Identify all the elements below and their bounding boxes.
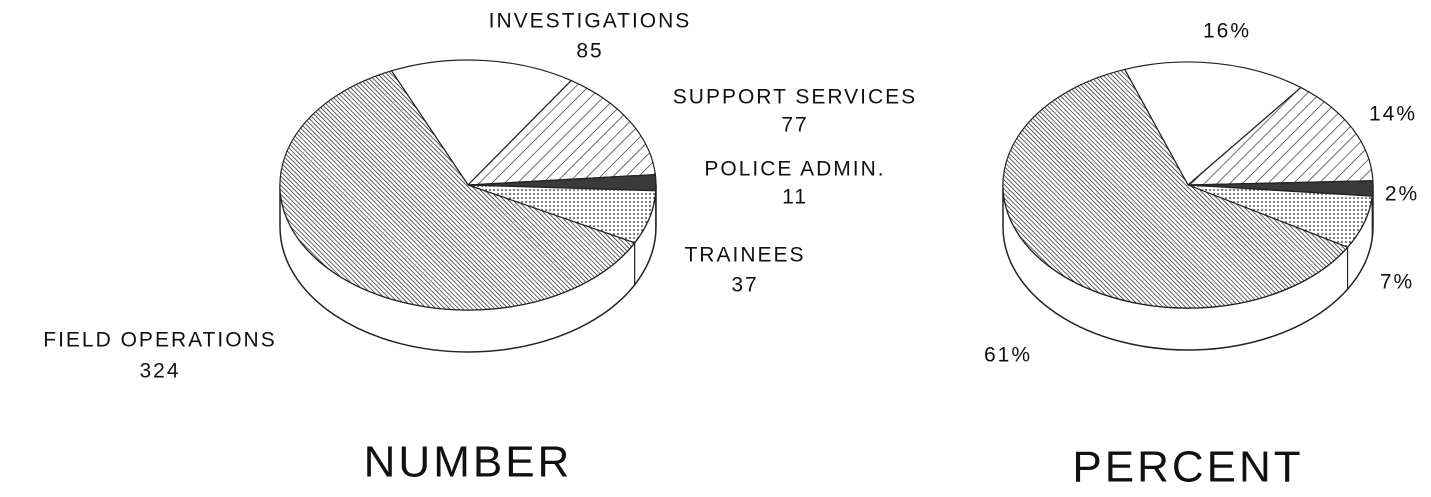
slice-label: FIELD OPERATIONS	[43, 329, 276, 352]
slice-label: TRAINEES	[684, 244, 805, 267]
slice-label: POLICE ADMIN.	[704, 158, 885, 181]
pie-slice	[1123, 61, 1302, 186]
chart-title: NUMBER	[364, 438, 573, 487]
value-label: 37	[731, 274, 758, 297]
value-label: 2%	[1385, 183, 1419, 206]
slice-label: SUPPORT SERVICES	[673, 86, 917, 109]
pie-slice	[279, 70, 636, 311]
value-label: 11	[782, 186, 808, 209]
value-label: 7%	[1380, 271, 1414, 294]
pie-slice	[1186, 86, 1374, 186]
value-label: 324	[139, 360, 180, 383]
pie-slice	[466, 79, 657, 186]
value-label: 61%	[984, 344, 1032, 367]
pie-slice	[1002, 68, 1349, 309]
pie-slice	[390, 59, 573, 186]
value-label: 85	[576, 40, 603, 63]
value-label: 77	[781, 114, 808, 137]
value-label: 16%	[1203, 20, 1251, 43]
chart-title: PERCENT	[1072, 443, 1303, 492]
value-label: 14%	[1369, 103, 1417, 126]
slice-label: INVESTIGATIONS	[489, 10, 692, 33]
